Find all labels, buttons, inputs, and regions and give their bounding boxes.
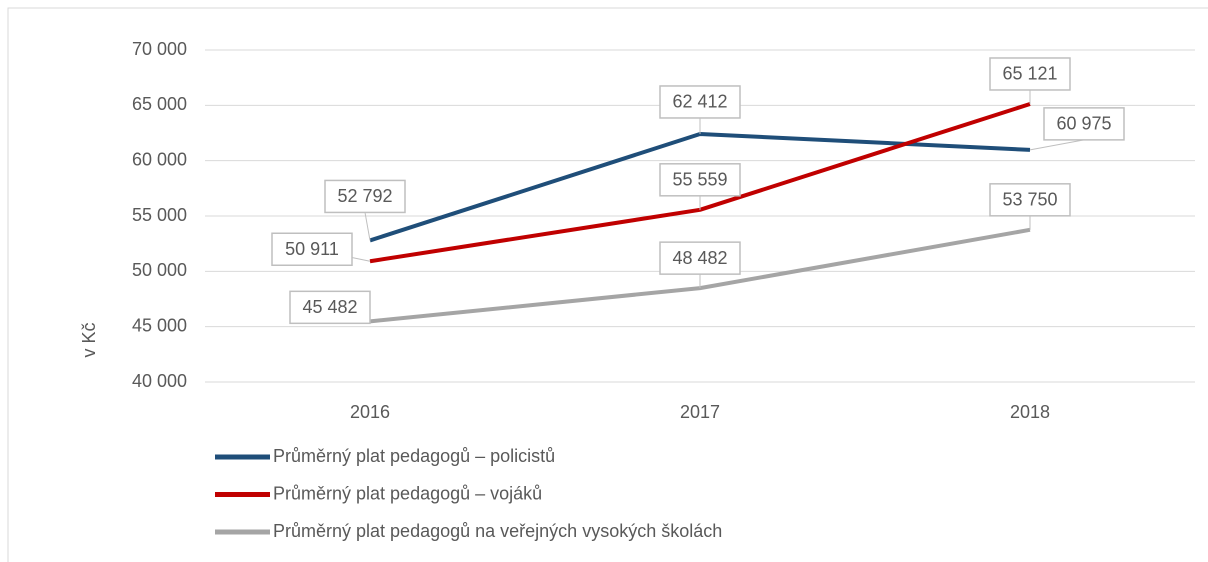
label-leader bbox=[364, 212, 371, 241]
label-box bbox=[289, 290, 371, 325]
label-box bbox=[324, 179, 406, 214]
label-box bbox=[989, 57, 1071, 91]
x-tick-label: 2016 bbox=[350, 402, 390, 422]
data-label: 65 121 bbox=[1002, 64, 1057, 84]
y-tick-label: 50 000 bbox=[132, 260, 187, 280]
y-tick-label: 60 000 bbox=[132, 149, 187, 169]
y-tick-label: 40 000 bbox=[132, 371, 187, 391]
y-tick-label: 45 000 bbox=[132, 315, 187, 335]
legend-label: Průměrný plat pedagogů na veřejných vyso… bbox=[273, 521, 722, 541]
label-box bbox=[659, 85, 741, 119]
data-label: 45 482 bbox=[302, 297, 357, 317]
legend-label: Průměrný plat pedagogů – policistů bbox=[273, 446, 555, 466]
data-label: 53 750 bbox=[1002, 190, 1057, 210]
data-label: 55 559 bbox=[672, 170, 727, 190]
label-box bbox=[271, 232, 353, 267]
label-box bbox=[1043, 107, 1125, 141]
x-tick-label: 2018 bbox=[1010, 402, 1050, 422]
legend-label: Průměrný plat pedagogů – vojáků bbox=[273, 483, 542, 503]
label-leader bbox=[1029, 139, 1085, 151]
data-label: 52 792 bbox=[337, 186, 392, 206]
x-tick-label: 2017 bbox=[680, 402, 720, 422]
label-box bbox=[989, 183, 1071, 217]
data-label: 60 975 bbox=[1056, 114, 1111, 134]
data-label: 62 412 bbox=[672, 92, 727, 112]
y-tick-label: 55 000 bbox=[132, 205, 187, 225]
data-label: 48 482 bbox=[672, 248, 727, 268]
label-box bbox=[659, 241, 741, 275]
y-tick-label: 70 000 bbox=[132, 39, 187, 59]
label-box bbox=[659, 163, 741, 197]
y-tick-label: 65 000 bbox=[132, 94, 187, 114]
y-axis-label: v Kč bbox=[79, 322, 99, 357]
data-label: 50 911 bbox=[285, 239, 339, 259]
frame bbox=[7, 7, 1208, 562]
